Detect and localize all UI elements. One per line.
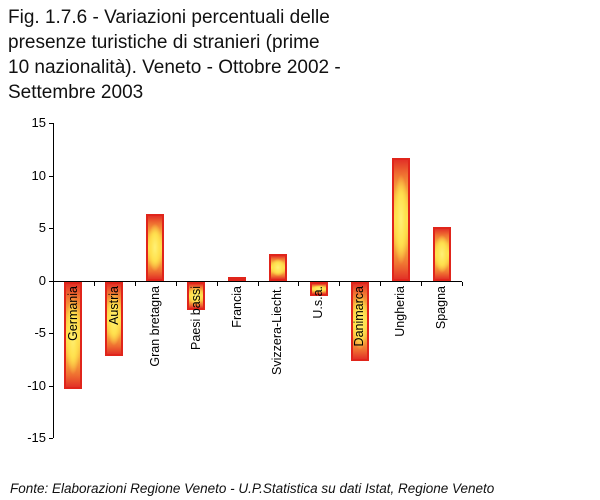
x-axis — [53, 280, 462, 282]
category-label: Ungheria — [393, 285, 408, 337]
category-label: Spagna — [434, 285, 449, 329]
y-axis-label: -15 — [27, 430, 46, 445]
x-axis-tick — [462, 281, 463, 286]
chart-title-line: Settembre 2003 — [8, 82, 144, 103]
bar-ungheria — [392, 158, 410, 281]
category-label: Svizzera-Liecht. — [270, 285, 285, 375]
x-axis-tick — [134, 281, 136, 286]
bar-danimarca — [351, 282, 369, 361]
x-axis-tick — [93, 281, 95, 286]
y-axis-tick — [49, 333, 53, 334]
category-label: Germania — [65, 285, 80, 341]
x-axis-tick — [175, 281, 177, 286]
y-axis-tick — [49, 385, 53, 387]
chart-title-line: presenze turistiche di stranieri (prime — [8, 32, 320, 53]
x-axis-tick — [421, 281, 423, 286]
category-label: Austria — [106, 285, 121, 325]
bar-gran-bretagna — [146, 214, 164, 281]
bar-u-s-a — [310, 282, 328, 296]
y-axis-label: -10 — [27, 377, 46, 393]
y-axis-label: -5 — [34, 325, 46, 340]
y-axis-tick — [49, 438, 53, 439]
category-label: Paesi bassi — [188, 285, 203, 350]
bar-spagna — [433, 227, 451, 281]
bar-austria — [105, 282, 123, 356]
y-axis-tick — [49, 123, 53, 124]
bar-francia — [228, 277, 246, 281]
chart-title-line: Fig. 1.7.6 - Variazioni percentuali dell… — [8, 7, 330, 28]
bar-germania — [64, 282, 82, 389]
chart-title-line: 10 nazionalità). Veneto - Ottobre 2002 - — [8, 57, 341, 78]
bar-svizzera-liecht — [269, 254, 287, 281]
bar-paesi-bassi — [187, 282, 205, 310]
y-axis-tick — [49, 280, 53, 282]
x-axis-tick — [257, 281, 259, 286]
y-axis-tick — [49, 228, 53, 229]
category-label: Francia — [229, 285, 244, 328]
y-axis-tick — [49, 175, 53, 177]
category-label: Danimarca — [352, 285, 367, 346]
source-note: Fonte: Elaborazioni Regione Veneto - U.P… — [10, 481, 495, 496]
x-axis-tick — [216, 281, 218, 286]
x-axis-tick — [298, 281, 300, 286]
chart-title: Fig. 1.7.6 - Variazioni percentuali dell… — [8, 5, 478, 105]
y-axis-label: 15 — [31, 115, 46, 130]
x-axis-tick — [339, 281, 341, 286]
y-axis-label: 5 — [38, 220, 46, 235]
category-label: U.s.a. — [311, 285, 326, 319]
x-axis-tick — [380, 281, 382, 286]
category-label: Gran bretagna — [147, 285, 162, 367]
y-axis-label: 0 — [38, 272, 46, 288]
x-axis-tick — [53, 281, 54, 286]
y-axis-label: 10 — [31, 167, 46, 183]
